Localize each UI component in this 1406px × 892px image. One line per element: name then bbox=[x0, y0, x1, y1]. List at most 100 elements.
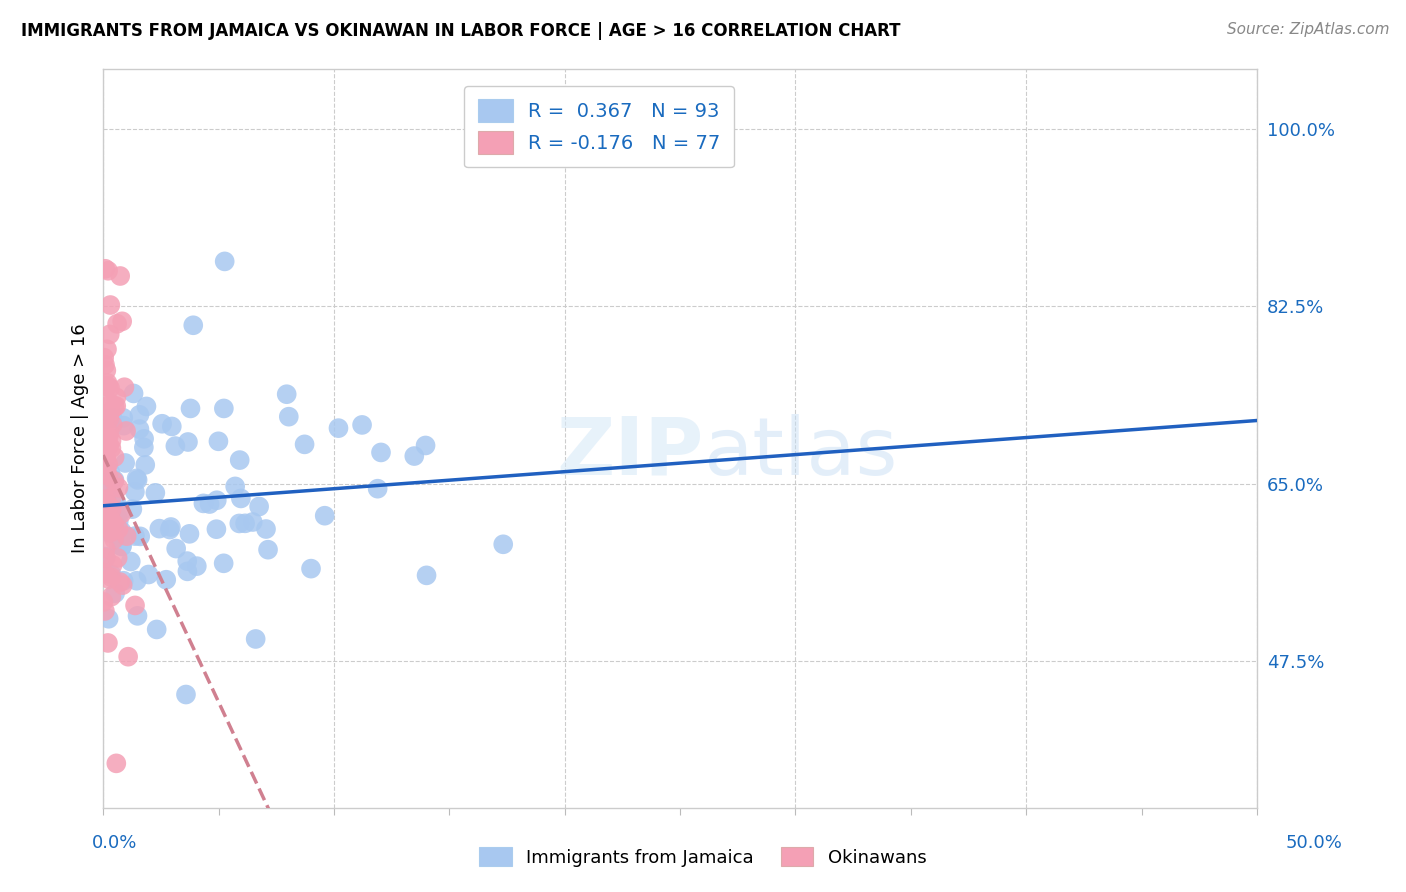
Point bbox=[160, 419, 183, 434]
Point bbox=[124, 529, 146, 543]
Point bbox=[114, 380, 136, 394]
Point bbox=[229, 491, 252, 506]
Point bbox=[101, 490, 124, 504]
Point bbox=[96, 343, 118, 357]
Point bbox=[100, 405, 122, 419]
Point bbox=[193, 496, 215, 510]
Point bbox=[127, 473, 149, 487]
Point bbox=[159, 523, 181, 537]
Point bbox=[105, 509, 128, 524]
Point bbox=[145, 623, 167, 637]
Point bbox=[94, 492, 117, 507]
Point bbox=[98, 425, 121, 440]
Point bbox=[98, 298, 121, 312]
Point bbox=[128, 408, 150, 422]
Point bbox=[111, 540, 134, 554]
Point bbox=[97, 439, 120, 453]
Point bbox=[111, 539, 134, 553]
Point bbox=[94, 604, 117, 618]
Point bbox=[114, 456, 136, 470]
Point bbox=[314, 508, 336, 523]
Point bbox=[111, 314, 134, 328]
Point bbox=[103, 473, 125, 487]
Point bbox=[98, 525, 121, 540]
Point bbox=[176, 565, 198, 579]
Point bbox=[107, 522, 129, 536]
Point bbox=[228, 516, 250, 531]
Point bbox=[132, 432, 155, 446]
Text: 50.0%: 50.0% bbox=[1286, 834, 1343, 852]
Point bbox=[104, 586, 127, 600]
Point bbox=[94, 549, 117, 564]
Point bbox=[100, 570, 122, 584]
Point bbox=[94, 550, 117, 565]
Point bbox=[186, 559, 208, 574]
Point bbox=[143, 485, 166, 500]
Point bbox=[127, 608, 149, 623]
Point bbox=[214, 254, 236, 268]
Point bbox=[105, 756, 128, 771]
Point bbox=[277, 409, 299, 424]
Point bbox=[125, 574, 148, 588]
Point bbox=[205, 522, 228, 536]
Point bbox=[96, 412, 118, 426]
Point bbox=[207, 434, 229, 449]
Point bbox=[117, 649, 139, 664]
Point bbox=[415, 438, 437, 452]
Point bbox=[100, 567, 122, 582]
Point bbox=[212, 401, 235, 416]
Point bbox=[101, 411, 124, 425]
Point bbox=[352, 417, 374, 432]
Point bbox=[415, 568, 437, 582]
Point bbox=[96, 376, 118, 390]
Point bbox=[179, 526, 201, 541]
Point bbox=[93, 351, 115, 365]
Point bbox=[198, 497, 221, 511]
Point bbox=[115, 529, 138, 543]
Point bbox=[98, 479, 121, 493]
Point bbox=[93, 516, 115, 530]
Point bbox=[247, 500, 270, 514]
Point bbox=[242, 515, 264, 529]
Point bbox=[96, 516, 118, 531]
Legend: Immigrants from Jamaica, Okinawans: Immigrants from Jamaica, Okinawans bbox=[472, 840, 934, 874]
Point bbox=[103, 474, 125, 488]
Point bbox=[97, 468, 120, 483]
Point bbox=[103, 533, 125, 547]
Point bbox=[299, 561, 322, 575]
Point bbox=[100, 434, 122, 448]
Point bbox=[94, 358, 117, 372]
Point bbox=[107, 550, 129, 565]
Text: ZIP: ZIP bbox=[555, 414, 703, 491]
Point bbox=[107, 514, 129, 528]
Point bbox=[97, 572, 120, 586]
Point bbox=[104, 400, 127, 414]
Point bbox=[367, 482, 389, 496]
Point bbox=[228, 453, 250, 467]
Point bbox=[224, 479, 246, 493]
Point bbox=[110, 507, 132, 521]
Point bbox=[233, 516, 256, 531]
Point bbox=[100, 441, 122, 455]
Point bbox=[174, 688, 197, 702]
Point bbox=[100, 525, 122, 540]
Point bbox=[94, 451, 117, 466]
Point bbox=[124, 599, 146, 613]
Point bbox=[98, 327, 121, 342]
Point bbox=[97, 457, 120, 471]
Point bbox=[93, 595, 115, 609]
Point bbox=[93, 379, 115, 393]
Point bbox=[108, 575, 131, 590]
Text: IMMIGRANTS FROM JAMAICA VS OKINAWAN IN LABOR FORCE | AGE > 16 CORRELATION CHART: IMMIGRANTS FROM JAMAICA VS OKINAWAN IN L… bbox=[21, 22, 901, 40]
Point bbox=[104, 450, 127, 464]
Point bbox=[111, 578, 134, 592]
Point bbox=[129, 529, 152, 543]
Point bbox=[94, 399, 117, 413]
Point bbox=[96, 363, 118, 377]
Point bbox=[124, 484, 146, 499]
Point bbox=[492, 537, 515, 551]
Point bbox=[98, 381, 121, 395]
Point bbox=[93, 420, 115, 434]
Point bbox=[93, 519, 115, 533]
Point bbox=[94, 500, 117, 515]
